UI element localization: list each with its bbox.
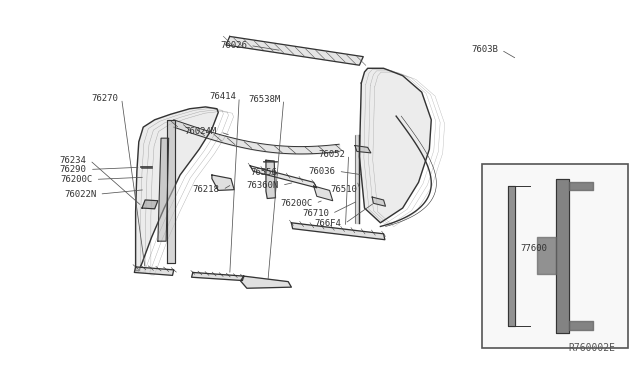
- Polygon shape: [226, 36, 364, 65]
- Text: 76022N: 76022N: [64, 190, 96, 199]
- Polygon shape: [355, 145, 371, 153]
- Polygon shape: [191, 272, 244, 280]
- Text: 7603B: 7603B: [471, 45, 498, 54]
- Polygon shape: [508, 186, 515, 326]
- Text: 76024M: 76024M: [185, 128, 217, 137]
- Text: 76290: 76290: [60, 165, 86, 174]
- Polygon shape: [158, 138, 169, 241]
- Polygon shape: [212, 175, 234, 190]
- Text: 76026: 76026: [220, 41, 247, 50]
- Polygon shape: [314, 186, 333, 201]
- Polygon shape: [556, 179, 569, 333]
- Text: 76510: 76510: [330, 185, 357, 194]
- Text: R760002E: R760002E: [569, 343, 616, 353]
- Polygon shape: [134, 267, 173, 275]
- Polygon shape: [250, 166, 317, 188]
- Polygon shape: [372, 197, 385, 206]
- Text: 766F4: 766F4: [315, 219, 342, 228]
- Text: 76710: 76710: [302, 209, 329, 218]
- Polygon shape: [360, 68, 431, 223]
- Text: 76200C: 76200C: [280, 199, 312, 208]
- Text: 76360N: 76360N: [246, 181, 278, 190]
- Text: 76538M: 76538M: [248, 95, 280, 104]
- Polygon shape: [168, 120, 175, 263]
- Text: 76200C: 76200C: [60, 175, 92, 184]
- Polygon shape: [241, 276, 291, 288]
- Polygon shape: [291, 223, 385, 240]
- Polygon shape: [136, 107, 218, 270]
- Text: 76036: 76036: [308, 167, 335, 176]
- Text: 76234: 76234: [60, 156, 86, 165]
- Polygon shape: [142, 200, 158, 209]
- Text: 76270: 76270: [92, 94, 118, 103]
- Text: 76052: 76052: [319, 150, 346, 159]
- Text: 76414: 76414: [209, 93, 236, 102]
- Text: 76556: 76556: [250, 168, 276, 177]
- Text: 76218: 76218: [193, 185, 220, 194]
- Text: 77600: 77600: [521, 244, 548, 253]
- Polygon shape: [266, 160, 275, 199]
- Bar: [482, 164, 628, 348]
